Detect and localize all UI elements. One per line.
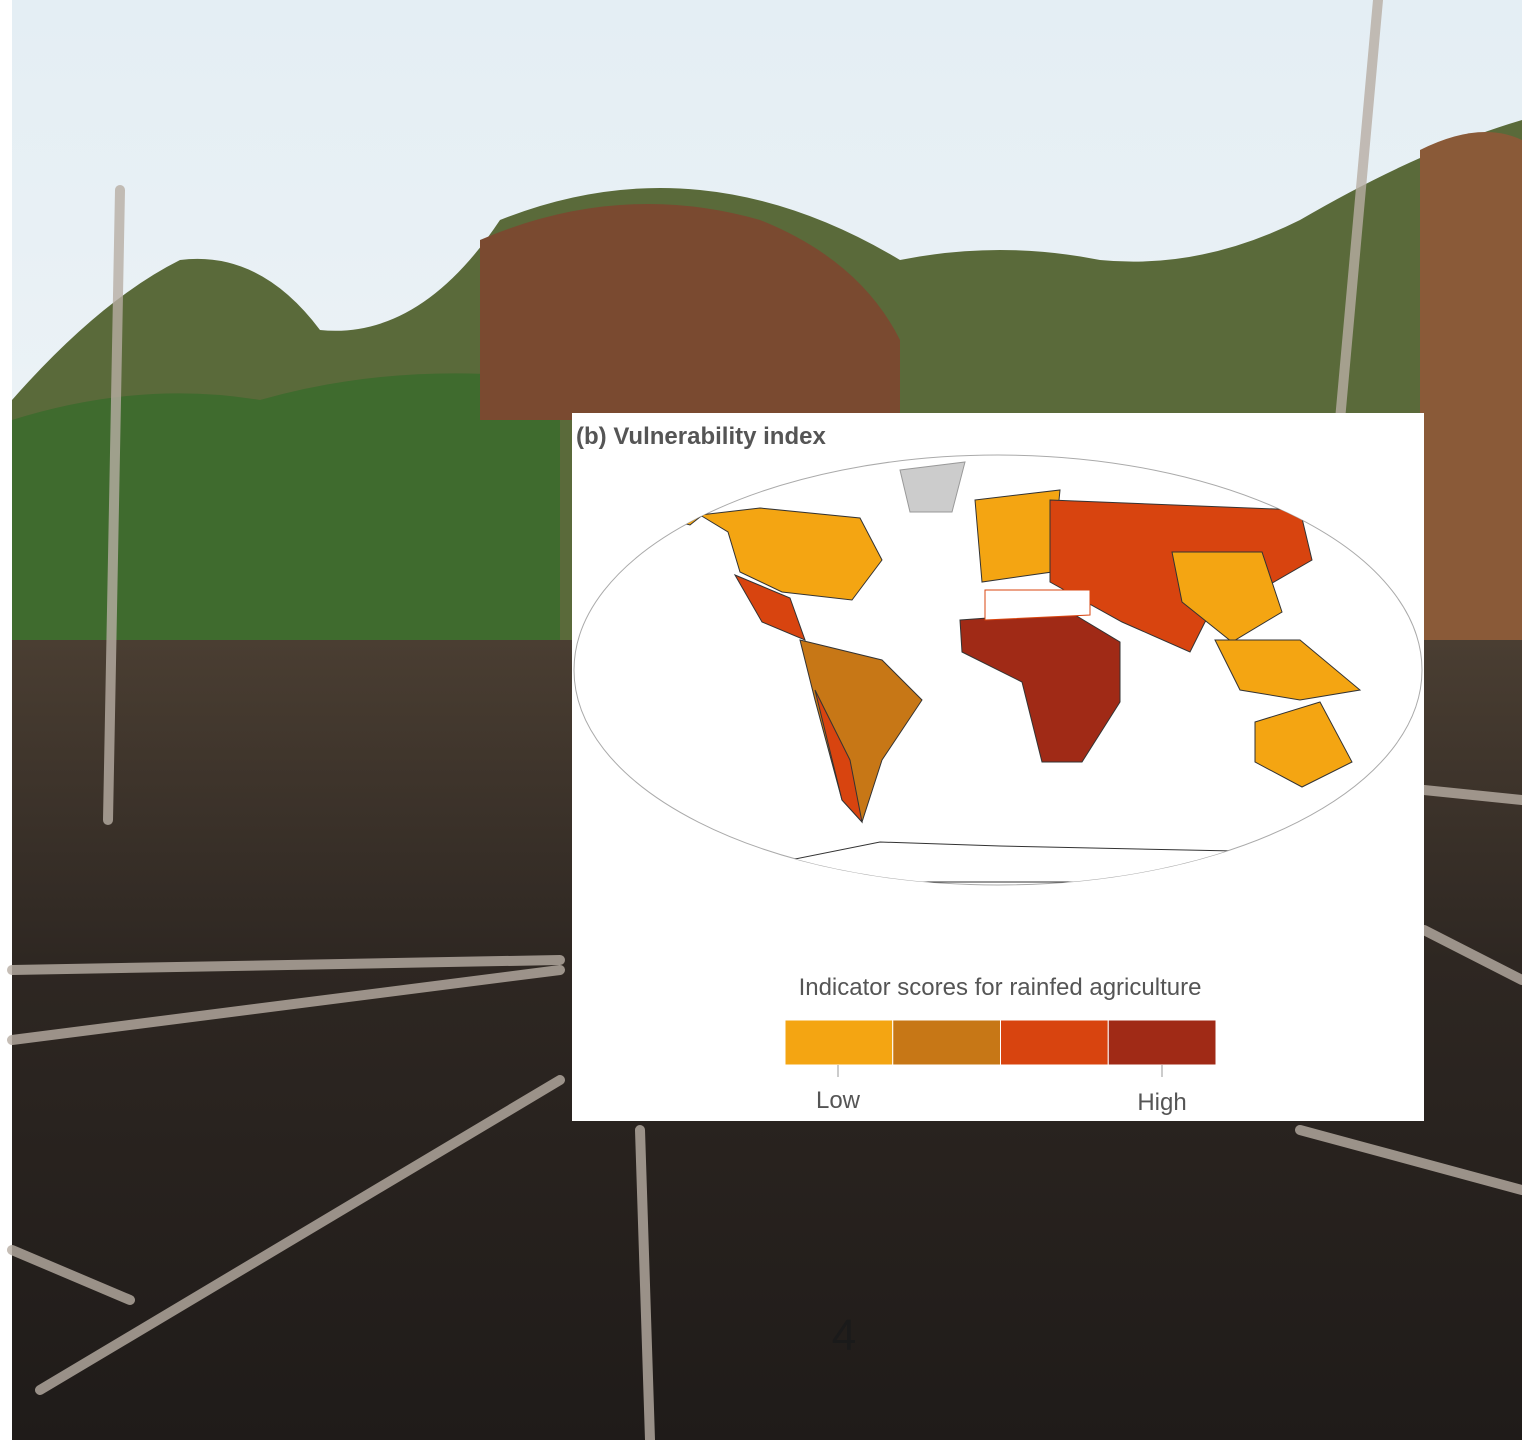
figure-title: (b) Vulnerability index bbox=[576, 423, 826, 450]
legend-title: Indicator scores for rainfed agriculture bbox=[799, 974, 1202, 1001]
legend-high-label: High bbox=[1137, 1089, 1186, 1116]
legend-swatch bbox=[784, 1019, 894, 1066]
page-number: 4 bbox=[832, 1311, 856, 1360]
legend-swatch bbox=[1107, 1019, 1217, 1066]
legend-swatch bbox=[1000, 1019, 1109, 1066]
world-map bbox=[670, 461, 1362, 883]
legend-swatch bbox=[892, 1019, 1001, 1066]
map-panel: (b) Vulnerability index Indicator scores… bbox=[572, 413, 1424, 1121]
legend bbox=[784, 1019, 1217, 1066]
legend-low-label: Low bbox=[816, 1087, 861, 1114]
